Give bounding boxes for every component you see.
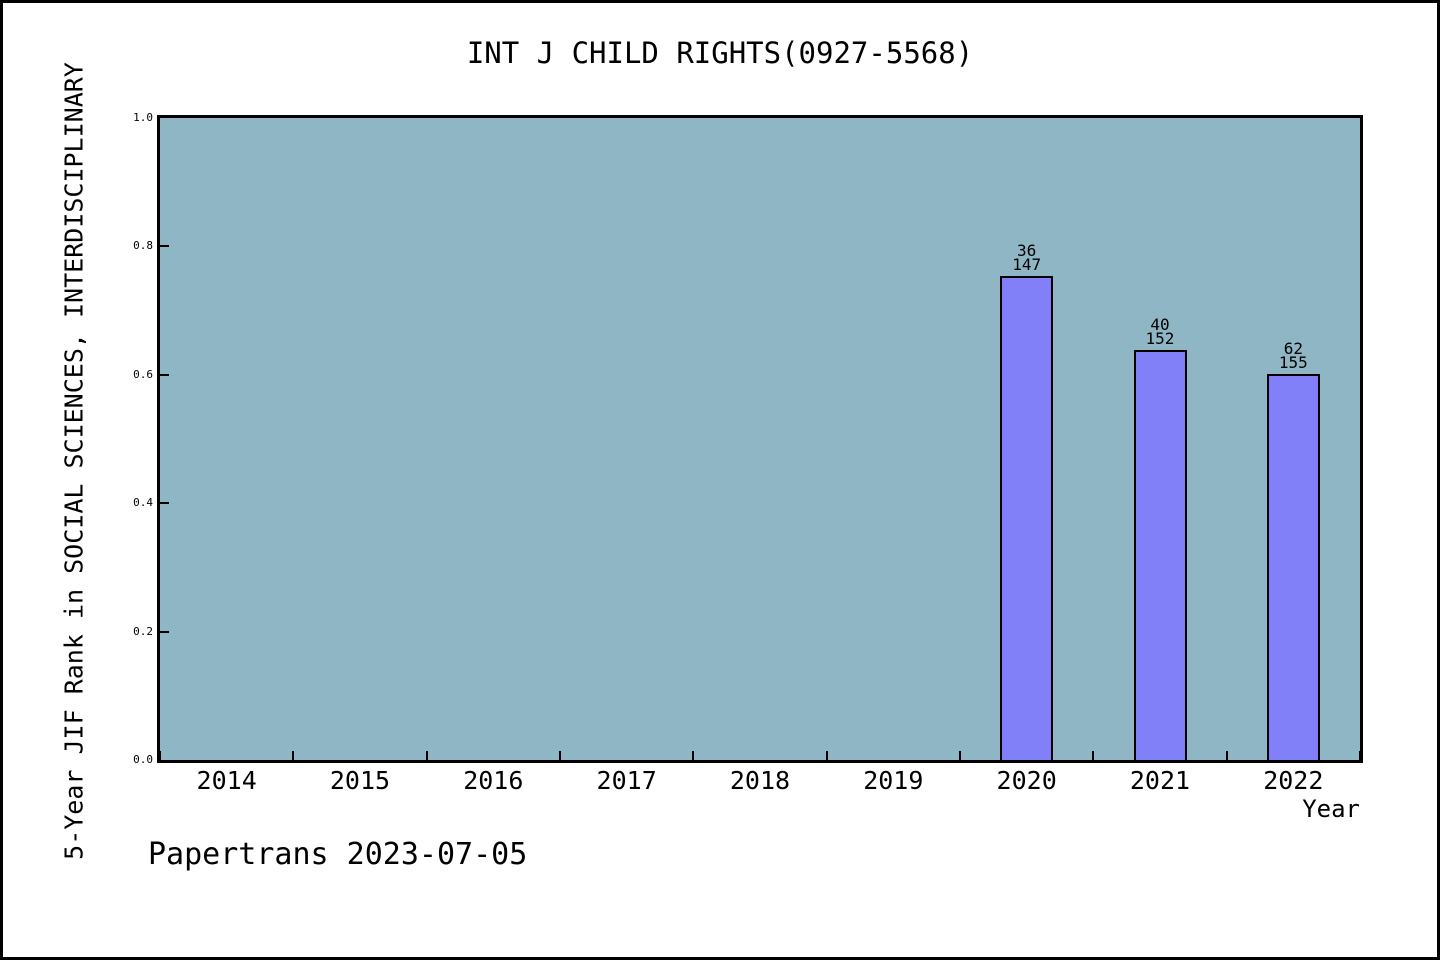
bar-value-label-2021: 40 152 [1145,315,1175,348]
chart-title: INT J CHILD RIGHTS(0927-5568) [466,36,974,70]
x-axis-tick [1225,751,1228,760]
x-axis-tick [559,751,561,760]
bar-2020 [1000,276,1054,760]
x-tick-label: 2017 [596,766,657,795]
x-tick-label: 2014 [196,766,257,795]
y-axis-tick [160,630,169,633]
bar-2022 [1266,374,1320,760]
x-tick-label: 2018 [729,766,791,795]
y-tick-label: 1.0 [133,111,153,124]
x-tick-label: 2020 [996,766,1057,795]
x-tick-label: 2021 [1129,766,1191,795]
bar-value-label-2022: 62 155 [1278,339,1308,372]
x-axis-label: Year [1302,795,1360,823]
x-axis-tick [292,751,295,760]
bar-2021 [1133,350,1187,760]
x-axis-tick [1092,751,1095,760]
y-tick-label: 0.4 [133,496,153,510]
x-axis-tick [692,751,695,760]
y-axis-tick [160,245,169,248]
plot-area: 2014 2015 2016 2017 2018 2019 2020 2021 2022 36 1… [157,115,1363,795]
x-tick-label: 2015 [329,766,391,795]
y-tick-label: 0.0 [133,753,153,766]
y-axis-tick [160,373,169,376]
y-axis-tick [160,502,169,505]
x-axis-tick [159,751,161,760]
x-tick-label: 2016 [463,766,524,795]
x-tick-label: 2019 [863,766,924,795]
watermark-text: Papertrans 2023-07-05 [148,837,528,872]
x-tick-label: 2022 [1263,766,1324,795]
y-tick-label: 0.8 [133,239,153,253]
x-axis-tick [825,751,828,760]
x-axis-tick [425,751,428,760]
y-tick-label: 0.6 [133,367,153,381]
x-axis-tick [959,751,961,760]
bar-value-label-2020: 36 147 [1012,241,1042,274]
y-tick-label: 0.2 [133,624,153,638]
y-axis-label: 5-Year JIF Rank in SOCIAL SCIENCES, INTE… [59,62,89,860]
x-axis-tick [1359,751,1361,760]
